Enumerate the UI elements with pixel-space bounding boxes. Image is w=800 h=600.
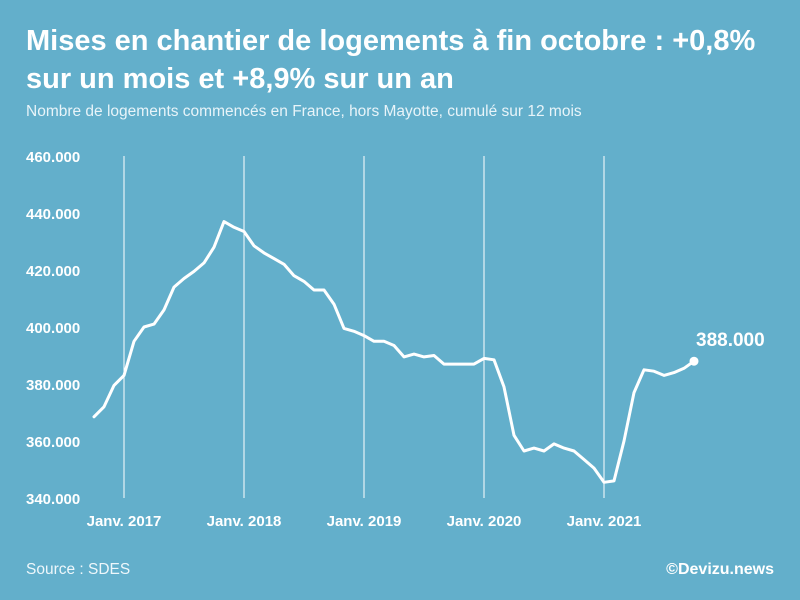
annotations: 388.000 [689, 330, 765, 366]
chart-subtitle: Nombre de logements commencés en France,… [26, 103, 582, 120]
data-points [93, 221, 695, 483]
x-tick-label: Janv. 2017 [87, 513, 162, 530]
source-note: Source : SDES [26, 561, 131, 578]
y-tick-label: 380.000 [26, 377, 80, 394]
x-tick-label: Janv. 2020 [447, 513, 522, 530]
series-line [92, 220, 696, 484]
chart-title: Mises en chantier de logements à fin oct… [26, 25, 756, 95]
end-value-label: 388.000 [696, 330, 765, 351]
y-tick-label: 400.000 [26, 320, 80, 337]
y-tick-label: 460.000 [26, 149, 80, 166]
x-tick-label: Janv. 2021 [567, 513, 642, 530]
y-axis: 460.000 440.000 420.000 400.000 380.000 360.0… [26, 149, 80, 508]
gridlines [123, 156, 605, 498]
x-tick-label: Janv. 2018 [207, 513, 282, 530]
credit-label: ©Devizu.news [666, 561, 774, 578]
y-tick-label: 420.000 [26, 263, 80, 280]
y-tick-label: 340.000 [26, 491, 80, 508]
y-tick-label: 360.000 [26, 434, 80, 451]
y-tick-label: 440.000 [26, 206, 80, 223]
x-tick-label: Janv. 2019 [327, 513, 402, 530]
end-point-marker [689, 356, 699, 366]
x-axis: Janv. 2017 Janv. 2018 Janv. 2019 Janv. 2020… [87, 513, 642, 530]
